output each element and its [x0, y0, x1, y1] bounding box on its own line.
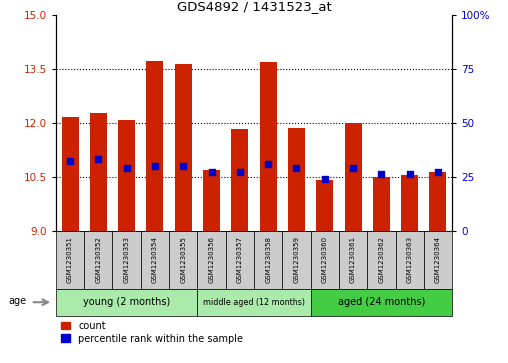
Bar: [424, 231, 452, 289]
Point: [179, 163, 187, 168]
Bar: [56, 231, 84, 289]
Bar: [373, 176, 390, 231]
Bar: [203, 170, 220, 231]
Text: GSM1230353: GSM1230353: [123, 236, 130, 283]
Bar: [310, 231, 339, 289]
Text: GSM1230360: GSM1230360: [322, 236, 328, 283]
Bar: [396, 231, 424, 289]
Bar: [90, 113, 107, 231]
Point: [434, 169, 442, 175]
Text: GSM1230364: GSM1230364: [435, 236, 441, 283]
Bar: [198, 231, 226, 289]
Point: [236, 169, 244, 175]
Bar: [141, 231, 169, 289]
Text: GSM1230356: GSM1230356: [209, 236, 214, 283]
Bar: [282, 231, 310, 289]
Point: [207, 169, 215, 175]
Text: GSM1230352: GSM1230352: [96, 236, 101, 283]
Bar: [316, 180, 333, 231]
Text: GSM1230363: GSM1230363: [407, 236, 412, 283]
Bar: [169, 231, 198, 289]
Bar: [288, 128, 305, 231]
Bar: [254, 231, 282, 289]
Text: age: age: [8, 296, 26, 306]
Bar: [339, 231, 367, 289]
Bar: [118, 120, 135, 231]
Bar: [367, 231, 396, 289]
Bar: [310, 289, 452, 316]
Bar: [61, 117, 79, 231]
Point: [264, 161, 272, 167]
Point: [321, 176, 329, 182]
Text: aged (24 months): aged (24 months): [338, 297, 425, 307]
Text: young (2 months): young (2 months): [83, 297, 170, 307]
Bar: [84, 231, 112, 289]
Legend: count, percentile rank within the sample: count, percentile rank within the sample: [61, 321, 243, 344]
Text: GSM1230359: GSM1230359: [294, 236, 299, 283]
Text: GSM1230355: GSM1230355: [180, 236, 186, 283]
Bar: [56, 289, 198, 316]
Point: [293, 165, 301, 171]
Point: [377, 171, 386, 177]
Point: [405, 171, 414, 177]
Bar: [226, 231, 254, 289]
Point: [151, 163, 159, 168]
Text: GSM1230362: GSM1230362: [378, 236, 385, 283]
Text: middle aged (12 months): middle aged (12 months): [203, 298, 305, 307]
Bar: [429, 172, 447, 231]
Text: GSM1230351: GSM1230351: [67, 236, 73, 283]
Point: [122, 165, 131, 171]
Text: GSM1230358: GSM1230358: [265, 236, 271, 283]
Text: GSM1230357: GSM1230357: [237, 236, 243, 283]
Bar: [344, 123, 362, 231]
Bar: [198, 289, 310, 316]
Point: [94, 156, 103, 162]
Bar: [260, 62, 277, 231]
Bar: [175, 64, 192, 231]
Bar: [401, 175, 418, 231]
Title: GDS4892 / 1431523_at: GDS4892 / 1431523_at: [177, 0, 331, 13]
Bar: [146, 61, 164, 231]
Point: [349, 165, 357, 171]
Text: GSM1230354: GSM1230354: [152, 236, 158, 283]
Point: [66, 159, 74, 164]
Bar: [231, 129, 248, 231]
Bar: [112, 231, 141, 289]
Text: GSM1230361: GSM1230361: [350, 236, 356, 283]
